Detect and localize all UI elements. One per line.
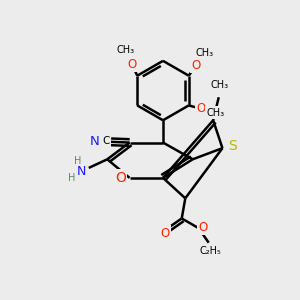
Text: O: O (191, 59, 200, 72)
Text: H: H (74, 156, 81, 166)
Text: C₂H₅: C₂H₅ (200, 246, 221, 256)
Text: O: O (161, 226, 170, 240)
Text: CH₃: CH₃ (207, 108, 225, 118)
Text: O: O (115, 171, 126, 185)
Text: CH₃: CH₃ (196, 48, 214, 58)
Text: H: H (68, 173, 76, 183)
Text: C: C (103, 136, 110, 146)
Text: O: O (196, 102, 206, 115)
Text: N: N (89, 135, 99, 148)
Text: CH₃: CH₃ (116, 45, 134, 56)
Text: O: O (198, 221, 208, 234)
Text: CH₃: CH₃ (211, 80, 229, 90)
Text: O: O (128, 58, 136, 71)
Text: N: N (76, 165, 86, 178)
Text: S: S (229, 139, 237, 153)
